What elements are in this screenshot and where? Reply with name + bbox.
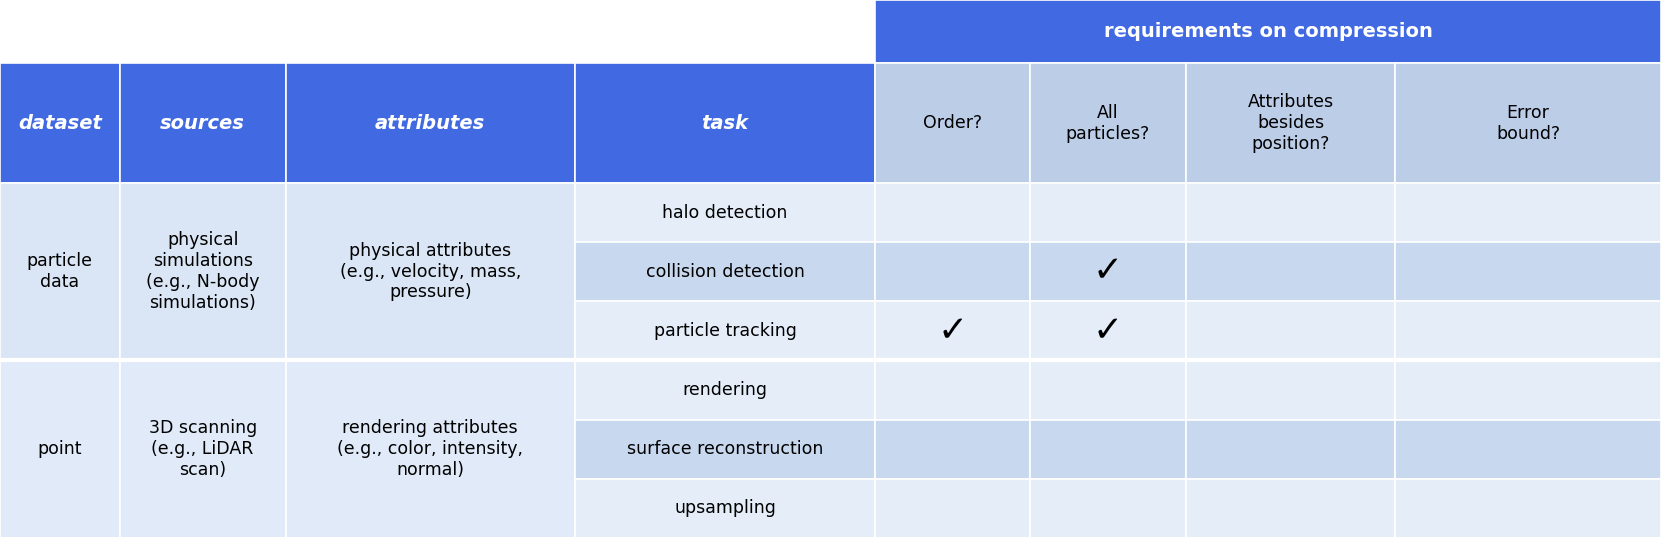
Text: rendering: rendering: [683, 381, 767, 399]
Bar: [1186, 479, 1395, 538]
Bar: [575, 479, 875, 538]
Bar: [286, 183, 575, 360]
Bar: [575, 360, 875, 420]
Bar: [1030, 420, 1186, 479]
Bar: [1186, 242, 1395, 301]
Bar: [1186, 63, 1395, 183]
Text: particle
data: particle data: [27, 252, 93, 291]
Text: particle tracking: particle tracking: [653, 322, 797, 340]
Bar: [875, 420, 1030, 479]
Bar: [1395, 183, 1661, 242]
Bar: [575, 301, 875, 360]
Bar: [1395, 242, 1661, 301]
Bar: [875, 63, 1030, 183]
Bar: [1186, 183, 1395, 242]
Bar: [875, 242, 1030, 301]
Text: attributes: attributes: [375, 114, 485, 133]
Bar: [575, 63, 875, 183]
Text: sources: sources: [159, 114, 246, 133]
Text: collision detection: collision detection: [646, 263, 804, 281]
Bar: [875, 479, 1030, 538]
Bar: [575, 420, 875, 479]
Text: 3D scanning
(e.g., LiDAR
scan): 3D scanning (e.g., LiDAR scan): [148, 420, 257, 479]
Bar: [120, 360, 286, 538]
Text: ✓: ✓: [1093, 254, 1123, 289]
Text: upsampling: upsampling: [674, 499, 776, 518]
Bar: [875, 183, 1030, 242]
Text: dataset: dataset: [18, 114, 101, 133]
Bar: [1395, 63, 1661, 183]
Bar: [120, 183, 286, 360]
Bar: [286, 360, 575, 538]
Text: rendering attributes
(e.g., color, intensity,
normal): rendering attributes (e.g., color, inten…: [337, 420, 523, 479]
Bar: [875, 0, 1661, 63]
Bar: [875, 301, 1030, 360]
Bar: [1030, 63, 1186, 183]
Text: ✓: ✓: [1093, 314, 1123, 348]
Text: task: task: [701, 114, 749, 133]
Bar: [575, 183, 875, 242]
Bar: [1186, 420, 1395, 479]
Bar: [1030, 242, 1186, 301]
Bar: [1395, 360, 1661, 420]
Text: All
particles?: All particles?: [1066, 104, 1149, 143]
Text: point: point: [38, 440, 81, 458]
Bar: [1395, 301, 1661, 360]
Bar: [1186, 301, 1395, 360]
Bar: [1030, 360, 1186, 420]
Text: Order?: Order?: [924, 114, 982, 132]
Bar: [120, 63, 286, 183]
Text: ✓: ✓: [937, 314, 968, 348]
Text: Attributes
besides
position?: Attributes besides position?: [1247, 94, 1334, 153]
Bar: [1395, 420, 1661, 479]
Bar: [0, 360, 120, 538]
Text: Error
bound?: Error bound?: [1497, 104, 1560, 143]
Text: physical
simulations
(e.g., N-body
simulations): physical simulations (e.g., N-body simul…: [146, 231, 259, 312]
Text: physical attributes
(e.g., velocity, mass,
pressure): physical attributes (e.g., velocity, mas…: [339, 242, 522, 301]
Bar: [0, 63, 120, 183]
Bar: [1030, 301, 1186, 360]
Bar: [0, 183, 120, 360]
Bar: [1186, 360, 1395, 420]
Text: halo detection: halo detection: [663, 203, 787, 222]
Bar: [286, 63, 575, 183]
Bar: [1395, 479, 1661, 538]
Bar: [1030, 183, 1186, 242]
Text: surface reconstruction: surface reconstruction: [626, 440, 824, 458]
Bar: [875, 360, 1030, 420]
Bar: [1030, 479, 1186, 538]
Bar: [575, 242, 875, 301]
Text: requirements on compression: requirements on compression: [1105, 22, 1432, 41]
